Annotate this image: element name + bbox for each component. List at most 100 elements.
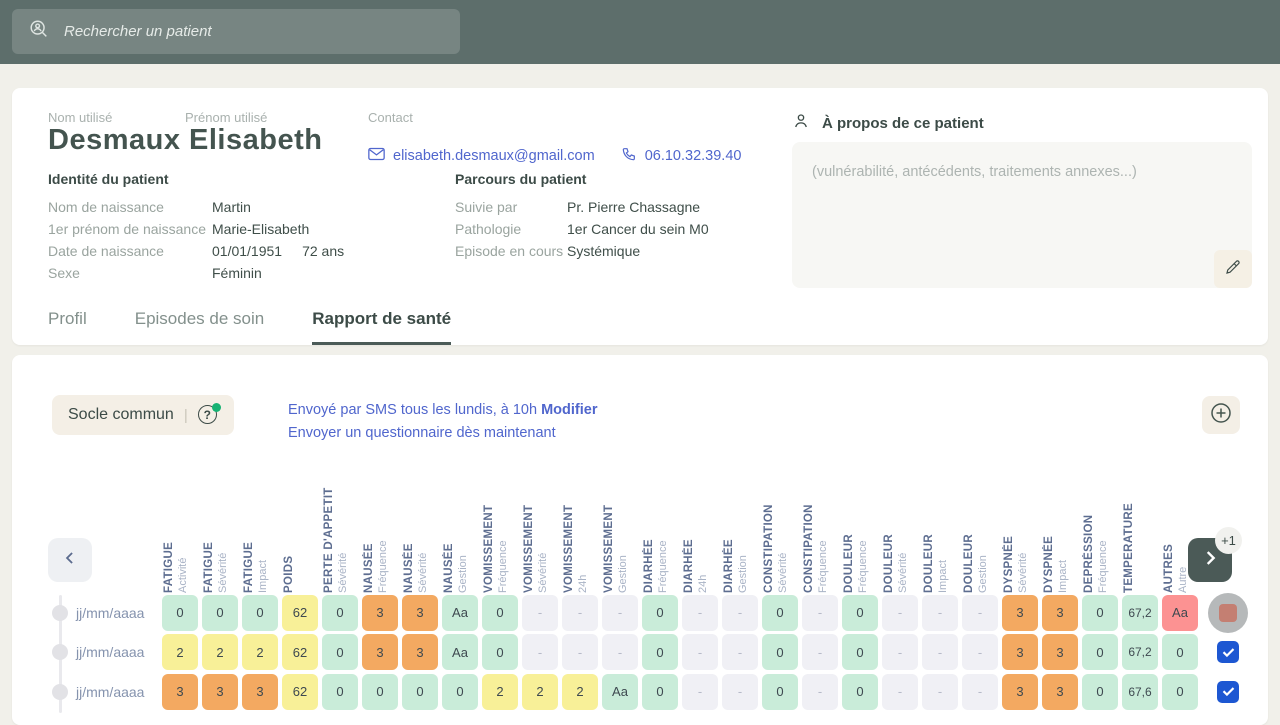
cell-douleur-gestion[interactable]: - xyxy=(962,594,998,631)
cell-diarhee-24h[interactable]: - xyxy=(682,594,718,631)
cell-nausee-severite[interactable]: 3 xyxy=(402,594,438,631)
cell-douleur-severite[interactable]: - xyxy=(882,673,918,710)
cell-autres-autre[interactable]: 0 xyxy=(1162,634,1198,671)
stop-button[interactable] xyxy=(1208,592,1248,633)
row-checkbox-checked[interactable] xyxy=(1217,680,1239,703)
cell-temperature[interactable]: 67,2 xyxy=(1122,634,1158,671)
row-checkbox-checked[interactable] xyxy=(1217,641,1239,664)
cell-temperature[interactable]: 67,6 xyxy=(1122,673,1158,710)
edit-about-button[interactable] xyxy=(1214,250,1252,288)
cell-dyspnee-severite[interactable]: 3 xyxy=(1002,594,1038,631)
cell-douleur-frequence[interactable]: 0 xyxy=(842,594,878,631)
patient-phone-link[interactable]: 06.10.32.39.40 xyxy=(621,146,741,166)
cell-depression-frequence[interactable]: 0 xyxy=(1082,673,1118,710)
cell-constipation-severite[interactable]: 0 xyxy=(762,634,798,671)
cell-douleur-severite[interactable]: - xyxy=(882,634,918,671)
cell-nausee-frequence[interactable]: 3 xyxy=(362,634,398,671)
help-icon[interactable]: ? xyxy=(197,403,221,425)
cell-autres-autre[interactable]: Aa xyxy=(1162,594,1198,631)
cell-vomissement-frequence[interactable]: 0 xyxy=(482,634,518,671)
cell-depression-frequence[interactable]: 0 xyxy=(1082,594,1118,631)
cell-douleur-frequence[interactable]: 0 xyxy=(842,634,878,671)
about-patient-textarea[interactable]: (vulnérabilité, antécédents, traitements… xyxy=(792,142,1252,288)
cell-diarhee-frequence[interactable]: 0 xyxy=(642,673,678,710)
row-date-input[interactable]: jj/mm/aaaa xyxy=(76,683,145,700)
cell-diarhee-gestion[interactable]: - xyxy=(722,673,758,710)
cell-dyspnee-impact[interactable]: 3 xyxy=(1042,594,1078,631)
cell-vomissement-24h[interactable]: 2 xyxy=(562,673,598,710)
cell-vomissement-24h[interactable]: - xyxy=(562,634,598,671)
patient-email-link[interactable]: elisabeth.desmaux@gmail.com xyxy=(368,147,595,165)
row-date-input[interactable]: jj/mm/aaaa xyxy=(76,604,145,621)
socle-commun-button[interactable]: Socle commun | ? xyxy=(52,395,234,435)
cell-perte-d-appetit-severite[interactable]: 0 xyxy=(322,673,358,710)
cell-dyspnee-severite[interactable]: 3 xyxy=(1002,673,1038,710)
cell-fatigue-severite[interactable]: 2 xyxy=(202,634,238,671)
cell-temperature[interactable]: 67,2 xyxy=(1122,594,1158,631)
cell-dyspnee-severite[interactable]: 3 xyxy=(1002,634,1038,671)
cell-douleur-impact[interactable]: - xyxy=(922,673,958,710)
cell-constipation-frequence[interactable]: - xyxy=(802,634,838,671)
patient-search-input[interactable]: Rechercher un patient xyxy=(12,9,460,54)
cell-nausee-severite[interactable]: 0 xyxy=(402,673,438,710)
cell-vomissement-gestion[interactable]: - xyxy=(602,634,638,671)
cell-douleur-gestion[interactable]: - xyxy=(962,673,998,710)
cell-vomissement-severite[interactable]: - xyxy=(522,634,558,671)
cell-fatigue-severite[interactable]: 3 xyxy=(202,673,238,710)
cell-fatigue-impact[interactable]: 3 xyxy=(242,673,278,710)
scroll-left-button[interactable] xyxy=(48,538,92,582)
cell-nausee-frequence[interactable]: 0 xyxy=(362,673,398,710)
cell-vomissement-frequence[interactable]: 2 xyxy=(482,673,518,710)
cell-dyspnee-impact[interactable]: 3 xyxy=(1042,673,1078,710)
cell-nausee-gestion[interactable]: 0 xyxy=(442,673,478,710)
cell-constipation-severite[interactable]: 0 xyxy=(762,594,798,631)
cell-vomissement-24h[interactable]: - xyxy=(562,594,598,631)
cell-diarhee-frequence[interactable]: 0 xyxy=(642,634,678,671)
add-questionnaire-button[interactable] xyxy=(1202,396,1240,434)
cell-nausee-frequence[interactable]: 3 xyxy=(362,594,398,631)
cell-nausee-severite[interactable]: 3 xyxy=(402,634,438,671)
cell-diarhee-24h[interactable]: - xyxy=(682,673,718,710)
cell-vomissement-gestion[interactable]: - xyxy=(602,594,638,631)
cell-diarhee-gestion[interactable]: - xyxy=(722,634,758,671)
cell-douleur-gestion[interactable]: - xyxy=(962,634,998,671)
cell-diarhee-gestion[interactable]: - xyxy=(722,594,758,631)
cell-fatigue-impact[interactable]: 2 xyxy=(242,634,278,671)
cell-constipation-frequence[interactable]: - xyxy=(802,594,838,631)
tab-profil[interactable]: Profil xyxy=(48,309,87,328)
cell-douleur-severite[interactable]: - xyxy=(882,594,918,631)
cell-vomissement-severite[interactable]: 2 xyxy=(522,673,558,710)
cell-poids[interactable]: 62 xyxy=(282,594,318,631)
cell-constipation-severite[interactable]: 0 xyxy=(762,673,798,710)
cell-vomissement-gestion[interactable]: Aa xyxy=(602,673,638,710)
cell-diarhee-24h[interactable]: - xyxy=(682,634,718,671)
cell-nausee-gestion[interactable]: Aa xyxy=(442,594,478,631)
cell-nausee-gestion[interactable]: Aa xyxy=(442,634,478,671)
send-questionnaire-link[interactable]: Envoyer un questionnaire dès maintenant xyxy=(288,425,556,441)
tab-rapport-de-sante[interactable]: Rapport de santé xyxy=(312,309,452,345)
cell-constipation-frequence[interactable]: - xyxy=(802,673,838,710)
row-date-input[interactable]: jj/mm/aaaa xyxy=(76,644,145,661)
cell-diarhee-frequence[interactable]: 0 xyxy=(642,594,678,631)
cell-fatigue-severite[interactable]: 0 xyxy=(202,594,238,631)
cell-fatigue-activite[interactable]: 0 xyxy=(162,594,198,631)
cell-perte-d-appetit-severite[interactable]: 0 xyxy=(322,594,358,631)
cell-perte-d-appetit-severite[interactable]: 0 xyxy=(322,634,358,671)
tab-episodes-de-soin[interactable]: Episodes de soin xyxy=(134,309,265,328)
cell-douleur-frequence[interactable]: 0 xyxy=(842,673,878,710)
timeline-dot xyxy=(52,644,68,661)
cell-autres-autre[interactable]: 0 xyxy=(1162,673,1198,710)
cell-depression-frequence[interactable]: 0 xyxy=(1082,634,1118,671)
cell-douleur-impact[interactable]: - xyxy=(922,634,958,671)
cell-fatigue-activite[interactable]: 3 xyxy=(162,673,198,710)
modify-link[interactable]: Modifier xyxy=(541,402,598,418)
cell-vomissement-frequence[interactable]: 0 xyxy=(482,594,518,631)
cell-poids[interactable]: 62 xyxy=(282,634,318,671)
cell-dyspnee-impact[interactable]: 3 xyxy=(1042,634,1078,671)
cell-fatigue-impact[interactable]: 0 xyxy=(242,594,278,631)
scroll-right-button[interactable]: +1 xyxy=(1188,527,1242,582)
cell-vomissement-severite[interactable]: - xyxy=(522,594,558,631)
cell-douleur-impact[interactable]: - xyxy=(922,594,958,631)
cell-fatigue-activite[interactable]: 2 xyxy=(162,634,198,671)
cell-poids[interactable]: 62 xyxy=(282,673,318,710)
